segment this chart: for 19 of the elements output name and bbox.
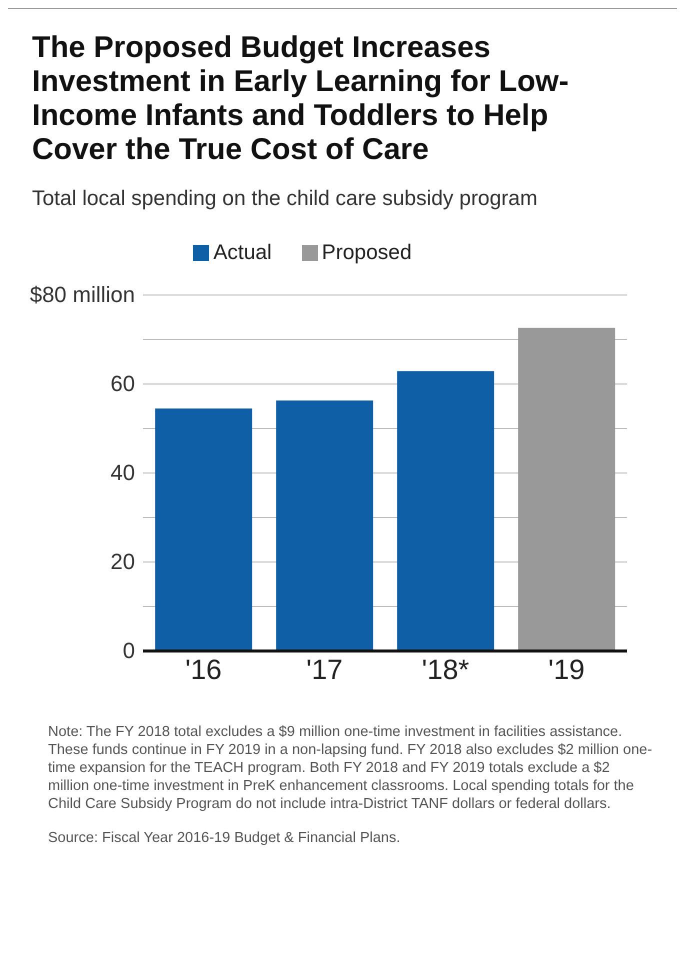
chart-subtitle: Total local spending on the child care subsidy program bbox=[32, 187, 538, 211]
legend-label: Actual bbox=[213, 241, 272, 264]
y-tick-label: 40 bbox=[110, 460, 135, 485]
y-tick-label: $80 million bbox=[30, 282, 135, 307]
y-tick-label: 60 bbox=[110, 371, 135, 396]
text: Note: The FY 2018 total excludes a $9 million one-time investment in facilities assistance. These funds continue in FY 2019 in a non-lapsing fund. FY 2018 also excludes $2 million one-time expansion for the TEACH program. Both FY 2018 and FY 2019 totals exclude a $2 million one-time investment in PreK enhancement classrooms. Local spending totals for the Child Care Subsidy Program do not include intra-District TANF dollars or federal dollars. bbox=[48, 723, 653, 813]
x-tick-label: '17 bbox=[306, 654, 343, 685]
chart-title: The Proposed Budget Increases Investment in Early Learning for Low-Income Infants and Toddlers to Help Cover the True Cost of Care bbox=[32, 31, 570, 167]
x-tick-label: '16 bbox=[185, 654, 222, 685]
bar bbox=[518, 328, 616, 651]
y-tick-label: 0 bbox=[122, 638, 135, 663]
x-tick-label: '18* bbox=[422, 654, 470, 685]
bar bbox=[276, 400, 374, 651]
y-tick-label: 20 bbox=[110, 549, 135, 574]
bar bbox=[397, 371, 494, 651]
bar bbox=[155, 408, 252, 651]
legend-label: Proposed bbox=[322, 241, 412, 264]
source-note: Source: Fiscal Year 2016-19 Budget & Financial Plans. bbox=[48, 829, 402, 847]
x-tick-label: '19 bbox=[548, 654, 585, 685]
